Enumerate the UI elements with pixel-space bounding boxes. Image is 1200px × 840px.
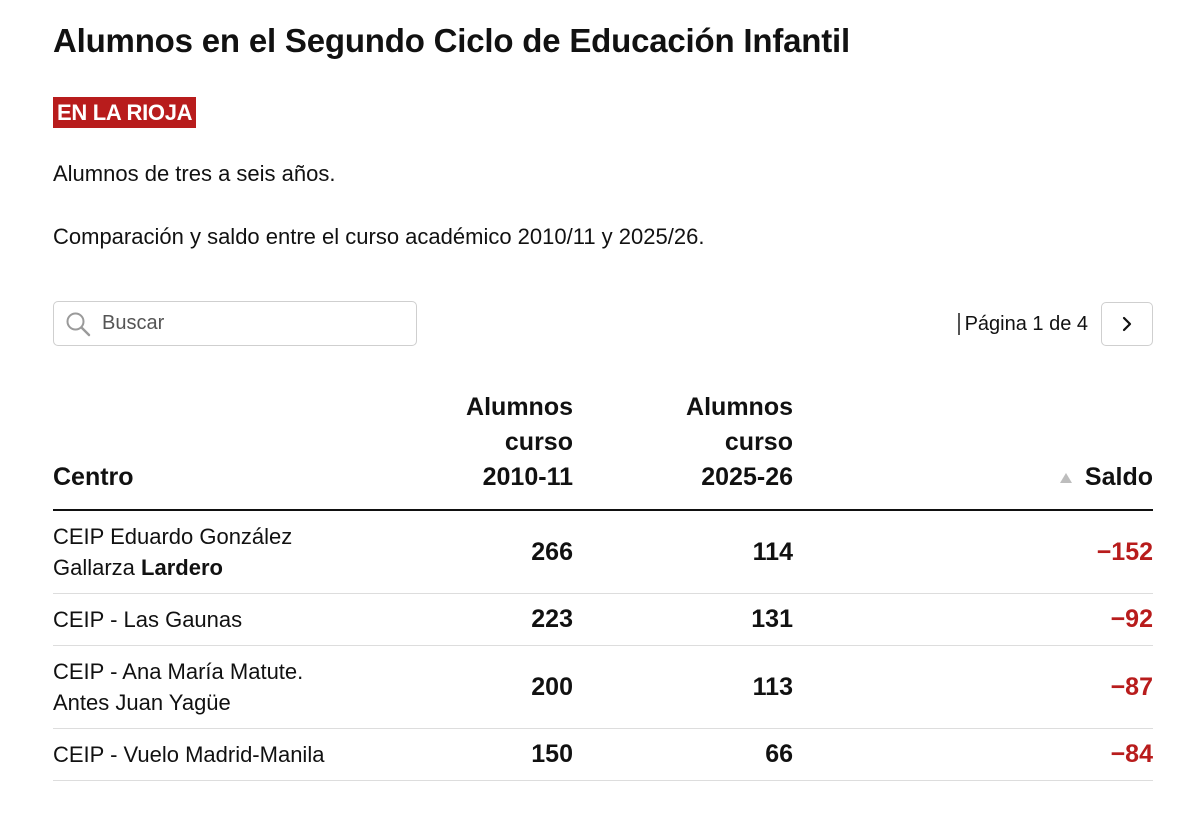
cell-curso-2025-26: 113 [573, 645, 793, 729]
cell-curso-2010-11: 200 [353, 645, 573, 729]
column-header-line: 2010-11 [482, 463, 573, 491]
table-header-row: Centro Alumnos curso 2010-11 Alumnos cur… [53, 390, 1153, 511]
centro-name: CEIP Eduardo González Gallarza [53, 524, 293, 580]
page-title: Alumnos en el Segundo Ciclo de Educación… [53, 22, 850, 59]
search-box[interactable] [53, 301, 417, 346]
chevron-right-icon [1122, 316, 1132, 331]
table-row: CEIP - Vuelo Madrid-Manila 150 66 −84 [53, 728, 1153, 781]
centro-name: CEIP - Vuelo Madrid-Manila [53, 742, 325, 767]
cell-curso-2010-11: 150 [353, 728, 573, 781]
page-indicator: Página 1 de 4 [957, 312, 1088, 335]
data-table: Centro Alumnos curso 2010-11 Alumnos cur… [53, 390, 1153, 781]
column-header-line: curso [724, 428, 793, 456]
cell-saldo: −84 [793, 728, 1153, 781]
cell-saldo: −152 [793, 510, 1153, 594]
cell-curso-2025-26: 66 [573, 728, 793, 781]
column-header-curso-2010-11[interactable]: Alumnos curso 2010-11 [353, 390, 573, 511]
column-header-saldo[interactable]: Saldo [793, 390, 1153, 511]
next-page-button[interactable] [1101, 301, 1153, 346]
cell-curso-2025-26: 114 [573, 510, 793, 594]
sort-ascending-icon [1059, 473, 1072, 484]
comparison-text: Comparación y saldo entre el curso acadé… [53, 224, 705, 249]
cell-centro: CEIP - Ana María Matute. Antes Juan Yagü… [53, 645, 353, 729]
cell-curso-2010-11: 266 [353, 510, 573, 594]
region-badge: EN LA RIOJA [53, 97, 197, 128]
cell-centro: CEIP - Vuelo Madrid-Manila [53, 728, 353, 781]
column-header-curso-2025-26[interactable]: Alumnos curso 2025-26 [573, 390, 793, 511]
column-header-line: Alumnos [686, 393, 793, 421]
column-header-centro[interactable]: Centro [53, 390, 353, 511]
cell-saldo: −92 [793, 593, 1153, 646]
cell-curso-2010-11: 223 [353, 593, 573, 646]
column-header-line: Alumnos [466, 393, 573, 421]
search-icon [66, 312, 91, 337]
search-input[interactable] [102, 308, 402, 338]
column-header-saldo-label: Saldo [1084, 463, 1153, 491]
column-header-centro-label: Centro [53, 463, 134, 491]
description-text: Alumnos de tres a seis años. [53, 161, 336, 186]
cell-centro: CEIP - Las Gaunas [53, 593, 353, 646]
cell-curso-2025-26: 131 [573, 593, 793, 646]
pagination: Página 1 de 4 [957, 301, 1153, 346]
cell-centro: CEIP Eduardo González Gallarza Lardero [53, 510, 353, 594]
table-row: CEIP - Las Gaunas 223 131 −92 [53, 593, 1153, 646]
table-row: CEIP Eduardo González Gallarza Lardero 2… [53, 510, 1153, 594]
centro-name: CEIP - Ana María Matute. Antes Juan Yagü… [53, 659, 304, 715]
centro-localidad: Lardero [141, 555, 223, 580]
column-header-line: 2025-26 [701, 463, 793, 491]
cell-saldo: −87 [793, 645, 1153, 729]
column-header-line: curso [504, 428, 573, 456]
table-row: CEIP - Ana María Matute. Antes Juan Yagü… [53, 645, 1153, 729]
centro-name: CEIP - Las Gaunas [53, 607, 243, 632]
